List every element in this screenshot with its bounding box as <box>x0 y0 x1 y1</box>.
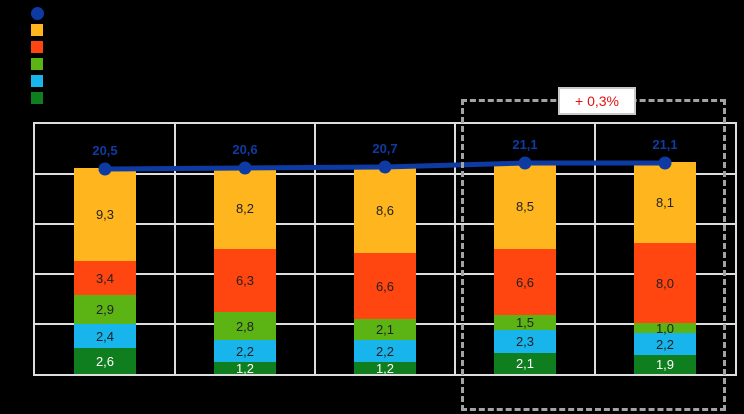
v-gridline <box>594 124 596 374</box>
line-dot-icon <box>31 6 44 20</box>
legend-item <box>31 24 44 36</box>
bar-segment-label: 6,6 <box>375 278 395 294</box>
bar-segment-label: 9,3 <box>95 207 115 222</box>
legend <box>31 6 44 104</box>
bar-segment-label: 8,5 <box>515 199 535 214</box>
stacked-bar: 8,5 6,6 1,5 2,3 2,1 <box>494 164 556 374</box>
segment-red-orange: 3,4 <box>74 261 136 295</box>
segment-cyan: 2,2 <box>354 340 416 362</box>
line-marker-icon <box>518 156 532 170</box>
segment-green: 1,5 <box>494 315 556 330</box>
segment-amber: 8,1 <box>634 162 696 243</box>
bar-segment-label: 2,2 <box>375 343 395 359</box>
segment-green: 1,0 <box>634 320 696 336</box>
line-value-label: 20,6 <box>232 142 258 157</box>
bar-segment-label: 2,6 <box>95 353 115 369</box>
segment-amber: 8,6 <box>354 167 416 253</box>
amber-swatch-icon <box>31 24 43 36</box>
legend-item <box>31 6 44 20</box>
bar-segment-label: 6,3 <box>235 273 255 288</box>
stacked-bar: 8,2 6,3 2,8 2,2 1,2 <box>214 167 276 376</box>
bar-segment-label: 8,6 <box>375 202 395 218</box>
segment-dark-green: 1,9 <box>634 355 696 374</box>
bar-segment-label: 8,1 <box>655 195 675 210</box>
segment-red-orange: 8,0 <box>634 243 696 323</box>
darkgreen-swatch-icon <box>31 92 43 104</box>
segment-cyan: 2,3 <box>494 330 556 353</box>
segment-red-orange: 6,3 <box>214 249 276 312</box>
segment-dark-green: 1,2 <box>354 360 416 376</box>
line-marker-icon <box>658 156 672 170</box>
total-line <box>98 156 672 176</box>
delta-badge: + 0,3% <box>558 87 636 115</box>
segment-cyan: 2,2 <box>214 340 276 362</box>
segment-green: 2,8 <box>214 312 276 340</box>
red-swatch-icon <box>31 41 43 53</box>
stacked-bar: 9,3 3,4 2,9 2,4 2,6 <box>74 168 136 374</box>
legend-item <box>31 75 44 87</box>
segment-green: 2,1 <box>354 319 416 340</box>
segment-red-orange: 6,6 <box>494 249 556 315</box>
legend-item <box>31 92 44 104</box>
legend-item <box>31 58 44 70</box>
bar-segment-label: 8,0 <box>655 275 675 291</box>
bar-segment-label: 2,9 <box>95 302 115 317</box>
segment-green: 2,9 <box>74 295 136 324</box>
segment-dark-green: 2,1 <box>494 353 556 374</box>
bar-segment-label: 6,6 <box>515 274 535 290</box>
line-value-label: 21,1 <box>652 137 678 152</box>
segment-amber: 8,5 <box>494 164 556 249</box>
bar-segment-label: 2,2 <box>655 336 675 352</box>
green-swatch-icon <box>31 58 43 70</box>
cyan-swatch-icon <box>31 75 43 87</box>
bar-segment-label: 1,0 <box>655 320 675 336</box>
bar-segment-label: 2,8 <box>235 318 255 334</box>
bar-segment-label: 8,2 <box>235 200 255 216</box>
bar-segment-label: 2,3 <box>515 334 535 349</box>
line-value-label: 21,1 <box>512 137 538 152</box>
line-marker-icon <box>98 162 112 176</box>
segment-amber: 8,2 <box>214 167 276 249</box>
line-value-label: 20,5 <box>92 143 118 158</box>
line-value-label: 20,7 <box>372 141 398 156</box>
stacked-bar: 8,6 6,6 2,1 2,2 1,2 <box>354 167 416 376</box>
delta-badge-label: + 0,3% <box>575 93 619 109</box>
bar-segment-label: 1,2 <box>375 360 395 376</box>
line-marker-icon <box>378 160 392 174</box>
v-gridline <box>454 124 456 374</box>
bar-segment-label: 2,1 <box>375 322 395 337</box>
bar-segment-label: 2,2 <box>235 343 255 359</box>
bar-segment-label: 3,4 <box>95 270 115 286</box>
bar-segment-label: 1,9 <box>655 357 675 372</box>
line-marker-icon <box>238 161 252 175</box>
segment-cyan: 2,2 <box>634 333 696 355</box>
segment-cyan: 2,4 <box>74 324 136 348</box>
v-gridline <box>174 124 176 374</box>
stacked-bar: 8,1 8,0 1,0 2,2 1,9 <box>634 162 696 374</box>
segment-red-orange: 6,6 <box>354 253 416 319</box>
v-gridline <box>314 124 316 374</box>
bar-segment-label: 1,2 <box>235 360 255 376</box>
bar-segment-label: 2,1 <box>515 356 535 371</box>
segment-dark-green: 1,2 <box>214 360 276 376</box>
segment-amber: 9,3 <box>74 168 136 261</box>
bar-segment-label: 2,4 <box>95 328 115 344</box>
legend-item <box>31 41 44 53</box>
bar-segment-label: 1,5 <box>515 315 535 330</box>
plot-area: 9,3 3,4 2,9 2,4 2,6 8,2 6,3 2,8 2,2 1,2 8,6 6,6 2,1 2… <box>33 122 737 376</box>
segment-dark-green: 2,6 <box>74 348 136 374</box>
